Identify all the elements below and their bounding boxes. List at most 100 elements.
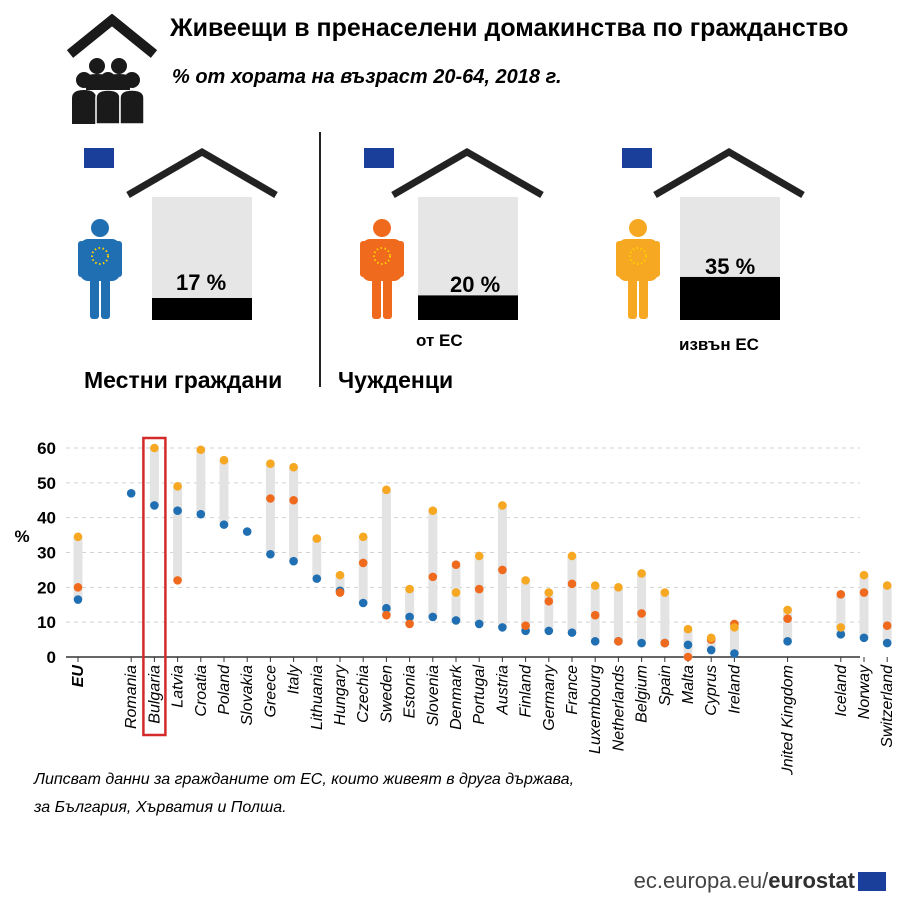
x-tick-label: Italy bbox=[286, 664, 303, 694]
range-bar bbox=[219, 460, 229, 525]
x-tick-label: Sweden bbox=[378, 665, 395, 723]
data-point bbox=[196, 509, 206, 519]
data-point bbox=[590, 581, 600, 590]
footer-branding: ec.europa.eu/eurostat bbox=[634, 868, 886, 894]
x-tick-label: Ireland bbox=[726, 664, 743, 714]
summary-graphic bbox=[78, 147, 805, 320]
data-point bbox=[706, 645, 716, 655]
x-axis-labels: EU Romania Bulgaria Latvia Croatia Poland Slov… bbox=[70, 664, 896, 775]
y-axis-label: % bbox=[14, 527, 29, 546]
house-people-icon bbox=[66, 14, 158, 125]
x-tick-label: Spain bbox=[657, 665, 674, 706]
house-roof-icon bbox=[126, 147, 278, 199]
data-point bbox=[730, 649, 739, 658]
footer-brand: eurostat bbox=[768, 868, 855, 893]
range-bar bbox=[265, 463, 275, 555]
data-point bbox=[266, 549, 275, 559]
data-point bbox=[567, 551, 577, 561]
x-tick-label: United Kingdom bbox=[780, 665, 797, 775]
x-tick-label: Austria bbox=[494, 665, 511, 716]
x-tick-label: Norway bbox=[856, 664, 873, 719]
eu-flag-icon bbox=[858, 872, 886, 891]
range-bar bbox=[660, 592, 670, 644]
data-point bbox=[126, 488, 136, 498]
eu-flag-icon bbox=[364, 148, 394, 168]
range-bars bbox=[73, 436, 892, 737]
x-tick-label: Latvia bbox=[170, 665, 187, 708]
data-point bbox=[289, 556, 298, 566]
footnote-line-1: Липсват данни за гражданите от ЕС, които… bbox=[34, 771, 575, 788]
data-point bbox=[882, 638, 892, 648]
data-point bbox=[173, 576, 182, 585]
x-tick-label: EU bbox=[70, 665, 87, 688]
footnote-line-2: за България, Хърватия и Полша. bbox=[34, 799, 287, 816]
data-point bbox=[219, 455, 229, 465]
x-tick-label: Belgium bbox=[634, 665, 651, 723]
house-roof-icon bbox=[653, 147, 805, 199]
y-tick-label: 40 bbox=[37, 509, 56, 528]
data-point bbox=[544, 626, 554, 636]
data-point bbox=[836, 590, 846, 599]
data-point bbox=[683, 652, 693, 662]
data-point bbox=[266, 459, 275, 468]
data-point bbox=[474, 551, 484, 561]
x-tick-label: Poland bbox=[216, 664, 233, 715]
nationals-group-label: Местни граждани bbox=[84, 367, 283, 393]
data-point bbox=[405, 612, 414, 622]
data-point bbox=[451, 588, 461, 597]
data-point bbox=[637, 638, 646, 648]
range-bar bbox=[358, 536, 368, 604]
house-fill-bar bbox=[680, 276, 780, 320]
data-point bbox=[498, 623, 507, 632]
range-bar bbox=[836, 594, 846, 635]
highlight-box bbox=[142, 436, 167, 737]
data-point bbox=[289, 495, 298, 505]
data-point bbox=[882, 581, 892, 590]
data-point bbox=[521, 576, 530, 585]
grid-lines bbox=[66, 447, 888, 662]
y-tick-label: 20 bbox=[37, 578, 56, 597]
range-bar bbox=[289, 467, 299, 562]
data-point bbox=[660, 588, 670, 597]
data-point bbox=[312, 574, 322, 583]
data-point bbox=[150, 443, 159, 453]
x-tick-label: Croatia bbox=[193, 665, 210, 717]
range-bar bbox=[613, 587, 623, 642]
data-point bbox=[289, 462, 298, 472]
data-point bbox=[73, 532, 83, 542]
house-fill-bar bbox=[418, 295, 518, 320]
data-point bbox=[783, 614, 792, 623]
data-point bbox=[196, 445, 206, 455]
data-point bbox=[312, 534, 322, 543]
range-bar bbox=[405, 589, 415, 624]
range-bar bbox=[783, 609, 793, 642]
data-point bbox=[614, 583, 623, 592]
person-icon bbox=[616, 219, 660, 319]
x-tick-label: Lithuania bbox=[309, 665, 326, 730]
range-bar bbox=[196, 449, 206, 515]
x-tick-label: Netherlands bbox=[610, 665, 627, 751]
y-tick-label: 30 bbox=[37, 544, 56, 563]
data-point bbox=[428, 572, 438, 582]
range-bar bbox=[729, 623, 739, 654]
group-divider bbox=[319, 132, 321, 387]
x-tick-label: Portugal bbox=[471, 665, 488, 725]
x-tick-label: Greece bbox=[262, 665, 279, 718]
data-point bbox=[544, 588, 554, 597]
data-point bbox=[637, 569, 646, 578]
range-bar bbox=[567, 555, 577, 633]
non-eu-citizens-percent: 35 % bbox=[705, 254, 756, 279]
y-tick-label: 10 bbox=[37, 613, 56, 632]
data-point bbox=[590, 637, 600, 646]
data-point bbox=[150, 501, 159, 510]
data-point bbox=[335, 570, 345, 580]
range-bar bbox=[335, 575, 345, 593]
eu-citizens-percent: 20 % bbox=[450, 272, 501, 297]
data-point bbox=[521, 621, 530, 630]
data-point bbox=[266, 494, 275, 503]
footer-site: ec.europa.eu/ bbox=[633, 868, 769, 893]
range-bar bbox=[381, 489, 391, 616]
data-point bbox=[783, 637, 792, 646]
range-bar bbox=[173, 486, 183, 581]
x-tick-label: Bulgaria bbox=[146, 665, 163, 724]
